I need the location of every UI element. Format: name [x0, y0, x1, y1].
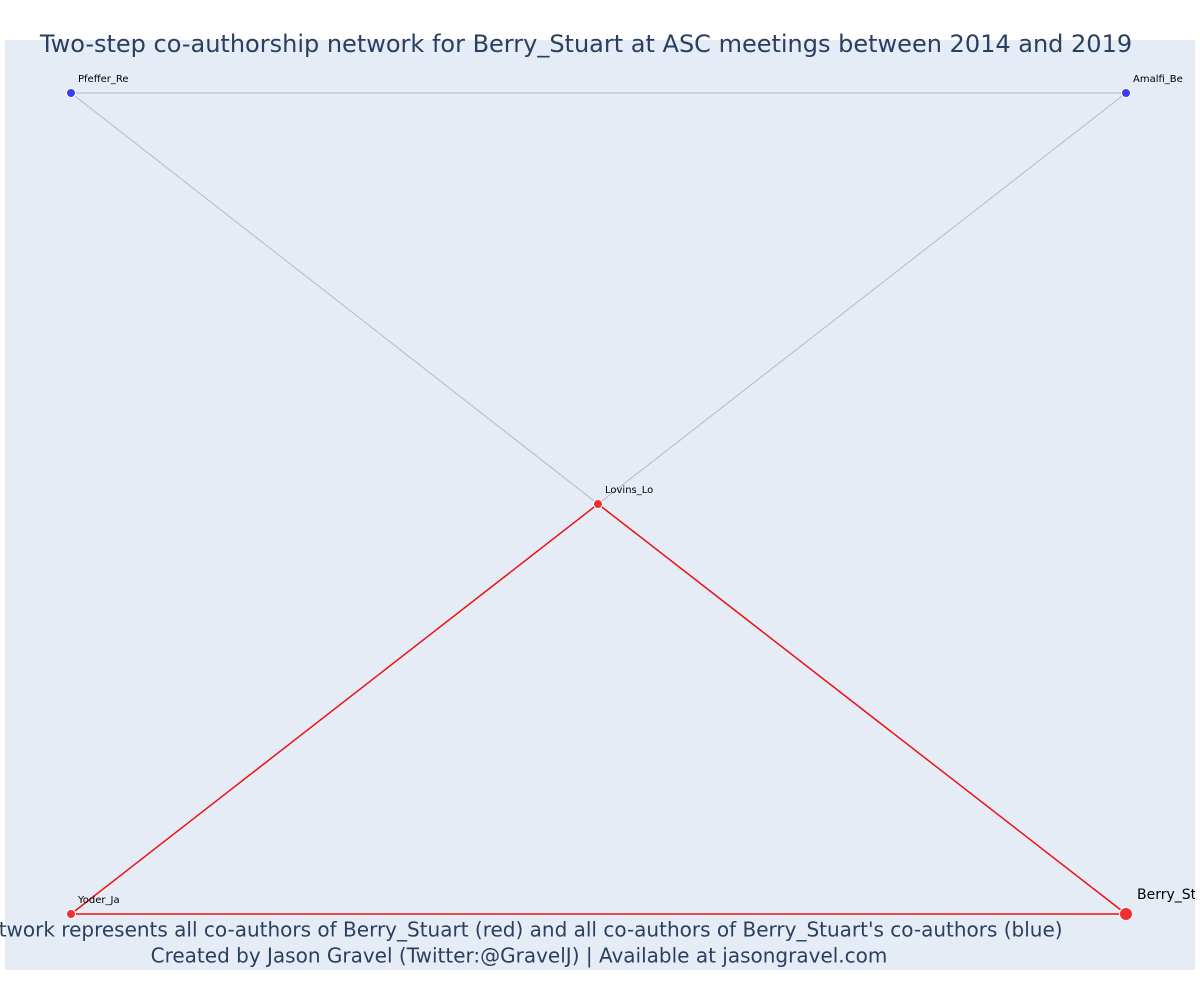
edge	[70, 92, 599, 505]
node-label: Yoder_Ja	[77, 895, 120, 906]
nodes: Pfeffer_Re Amalfi_Be Lovins_Lo Yoder_Ja Berr…	[66, 74, 1197, 921]
edge	[597, 92, 1127, 505]
node	[1119, 907, 1133, 921]
caption-line: Created by Jason Gravel (Twitter:@Gravel…	[151, 944, 888, 968]
node-label: Berry_St	[1137, 887, 1197, 903]
node-label: Lovins_Lo	[605, 485, 653, 496]
edge	[597, 503, 1127, 915]
edges	[70, 92, 1127, 915]
node-label: Amalfi_Be	[1133, 74, 1183, 85]
node	[1121, 88, 1131, 98]
node-label: Pfeffer_Re	[78, 74, 129, 85]
node	[593, 499, 603, 509]
edge	[70, 503, 599, 915]
node	[66, 88, 76, 98]
title: Two-step co-authorship network for Berry…	[39, 30, 1132, 58]
node	[66, 909, 76, 919]
caption-line: Network represents all co-authors of Ber…	[0, 918, 1063, 942]
